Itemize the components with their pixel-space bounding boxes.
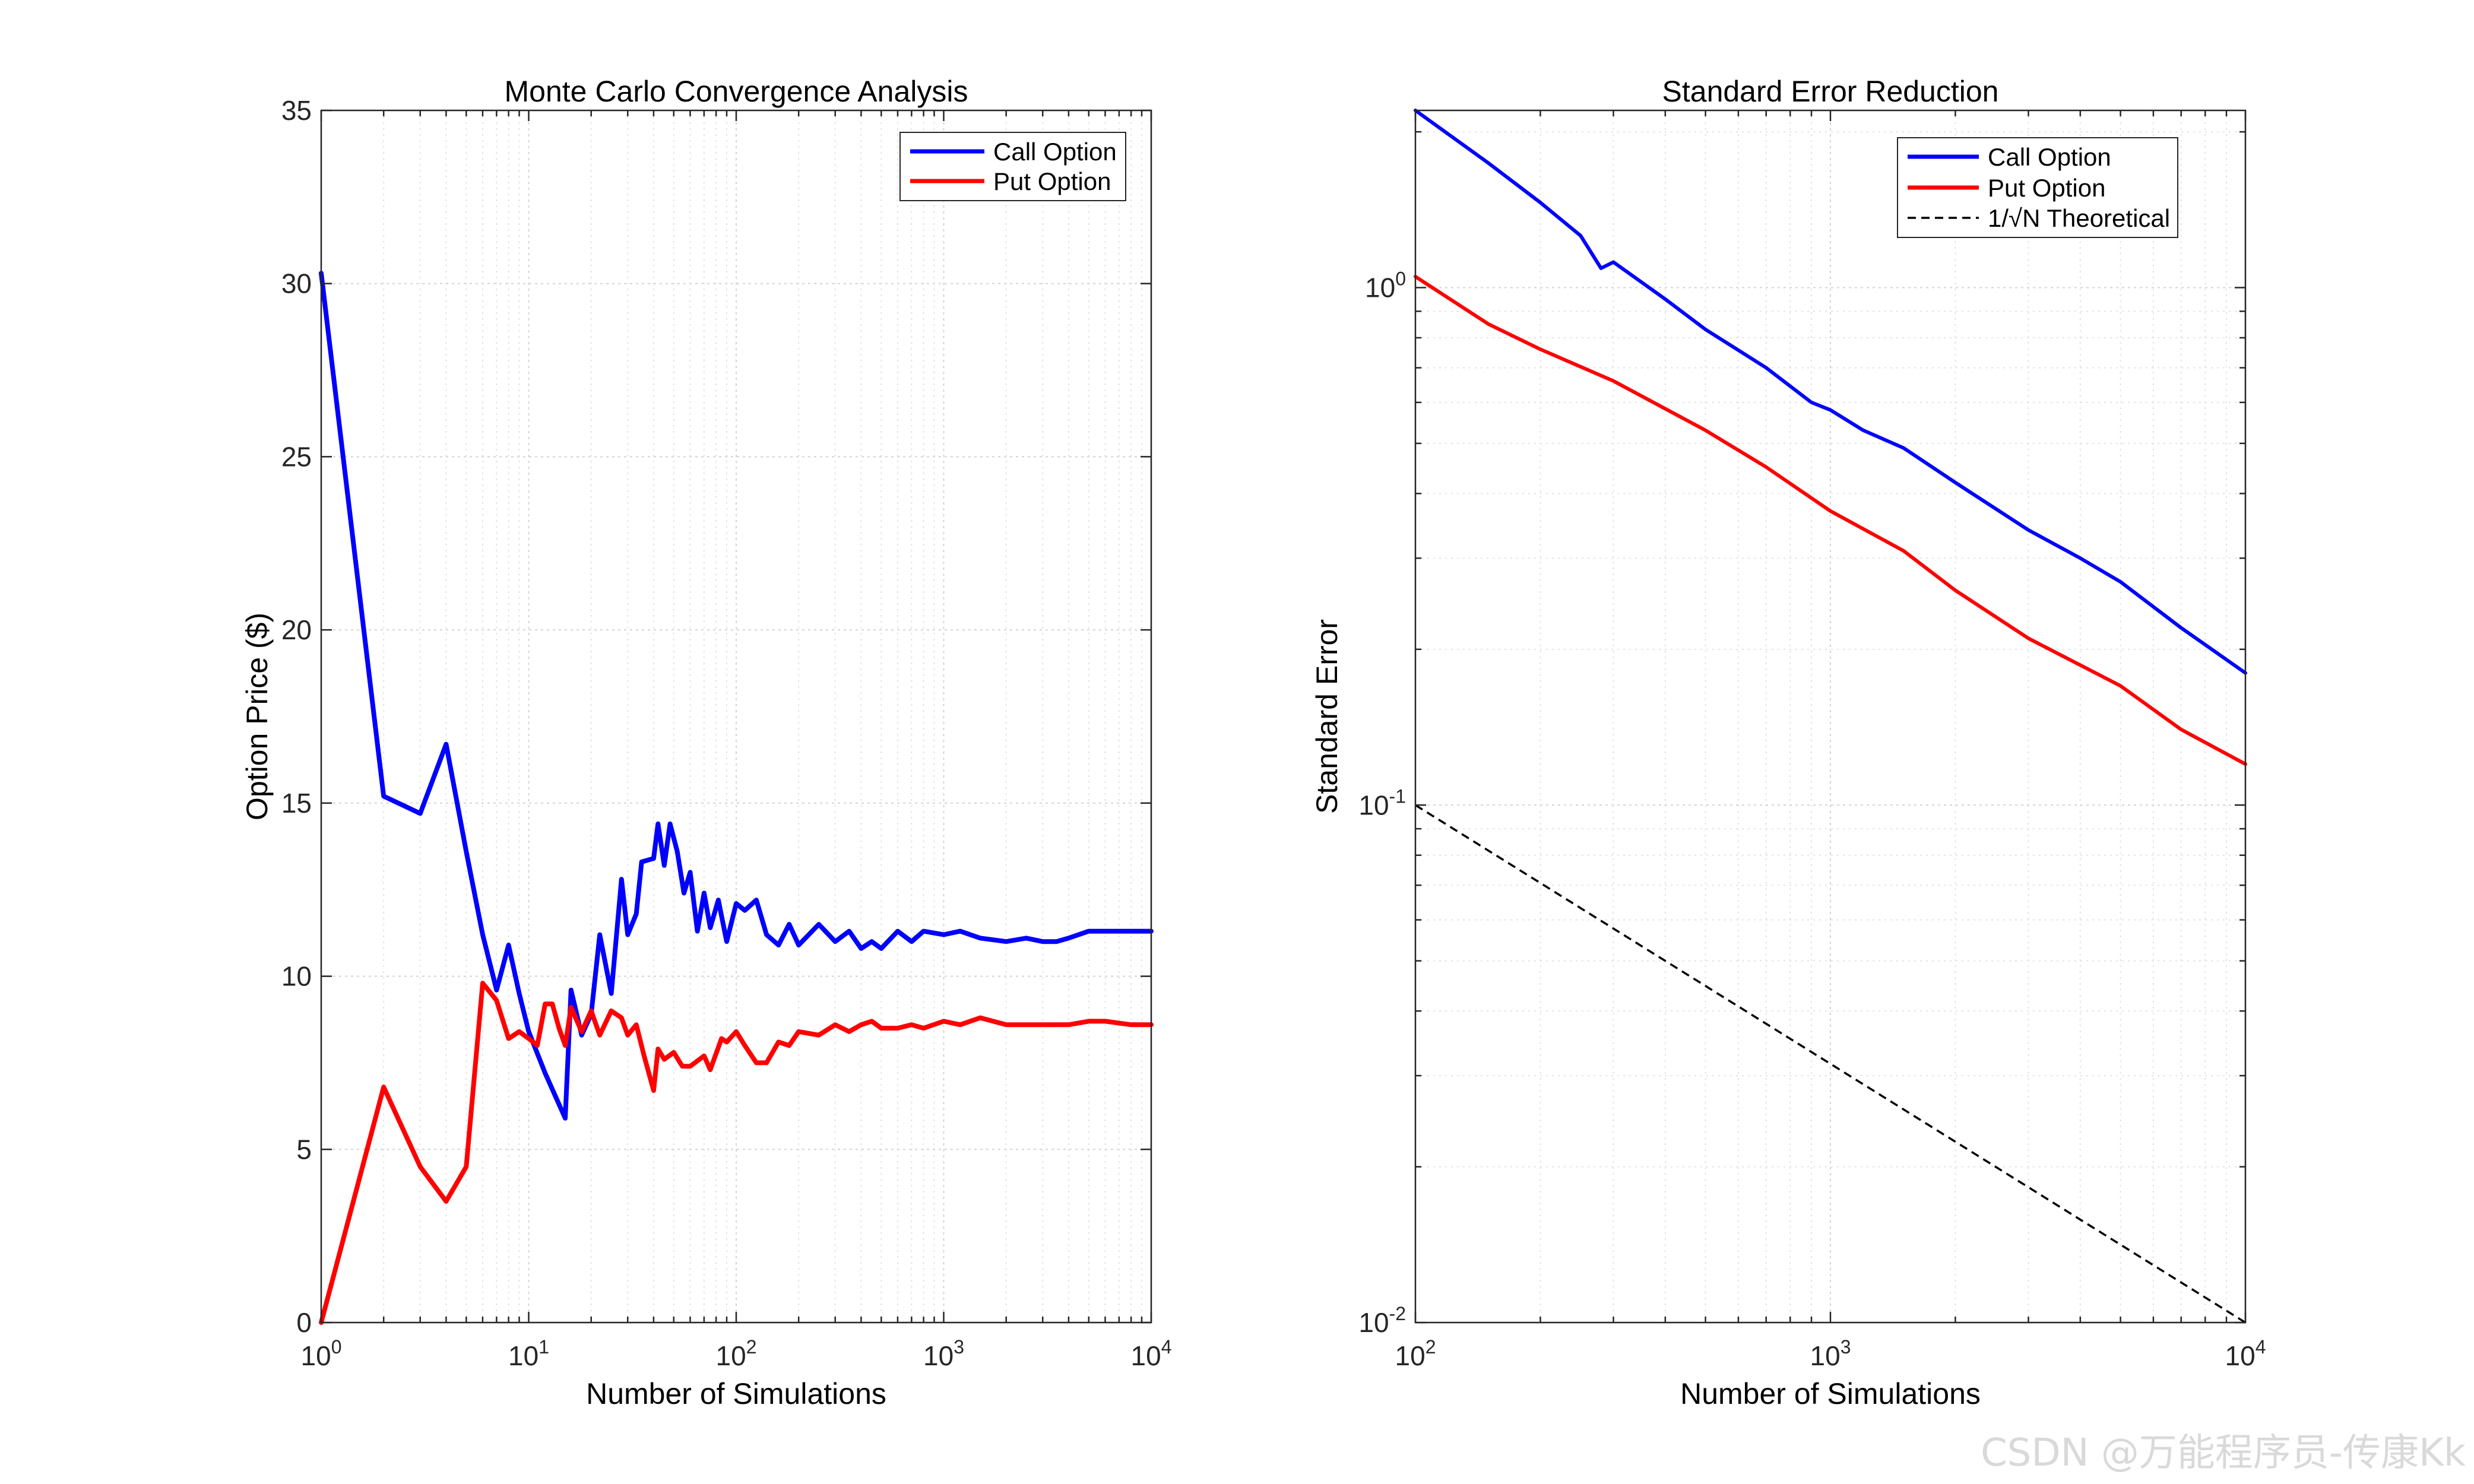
convergence-legend: Call Option Put Option: [899, 132, 1126, 201]
x-tick-label: 102: [716, 1336, 757, 1371]
y-tick-label: 10: [281, 961, 312, 992]
standard-error-series: [1414, 109, 2247, 1324]
series-line-put-option: [1414, 275, 2247, 766]
standard-error-ylabel: Standard Error: [1310, 619, 1344, 814]
legend-label-call: Call Option: [1988, 143, 2111, 171]
x-tick-label: 104: [1131, 1336, 1172, 1371]
standard-error-xlabel: Number of Simulations: [1680, 1377, 1981, 1410]
standard-error-legend: Call Option Put Option 1/√N Theoretical: [1897, 137, 2178, 238]
y-tick-label: 20: [281, 614, 312, 645]
convergence-series: [319, 271, 1154, 1325]
convergence-xlabel: Number of Simulations: [586, 1377, 886, 1410]
y-tick-label: 0: [296, 1307, 312, 1338]
convergence-title: Monte Carlo Convergence Analysis: [505, 75, 968, 108]
y-tick-label: 5: [296, 1134, 312, 1165]
series-line-call-option: [1414, 109, 2247, 675]
legend-label-theoretical: 1/√N Theoretical: [1988, 204, 2170, 232]
watermark: CSDN @万能程序员-传康Kk: [1981, 1431, 2466, 1475]
series-line-put-option: [319, 981, 1154, 1325]
convergence-ylabel: Option Price ($): [240, 613, 274, 820]
legend-label-put: Put Option: [1988, 174, 2105, 202]
convergence-grid: [321, 110, 1152, 1323]
y-tick-label: 35: [281, 95, 312, 126]
x-tick-label: 103: [923, 1336, 964, 1371]
legend-label-put: Put Option: [993, 167, 1111, 195]
series-line-call-option: [319, 271, 1154, 1121]
y-tick-label: 25: [281, 441, 312, 472]
standard-error-title: Standard Error Reduction: [1662, 75, 1999, 108]
legend-label-call: Call Option: [993, 138, 1117, 166]
y-tick-label: 15: [281, 788, 312, 819]
y-tick-label: 30: [281, 268, 312, 299]
